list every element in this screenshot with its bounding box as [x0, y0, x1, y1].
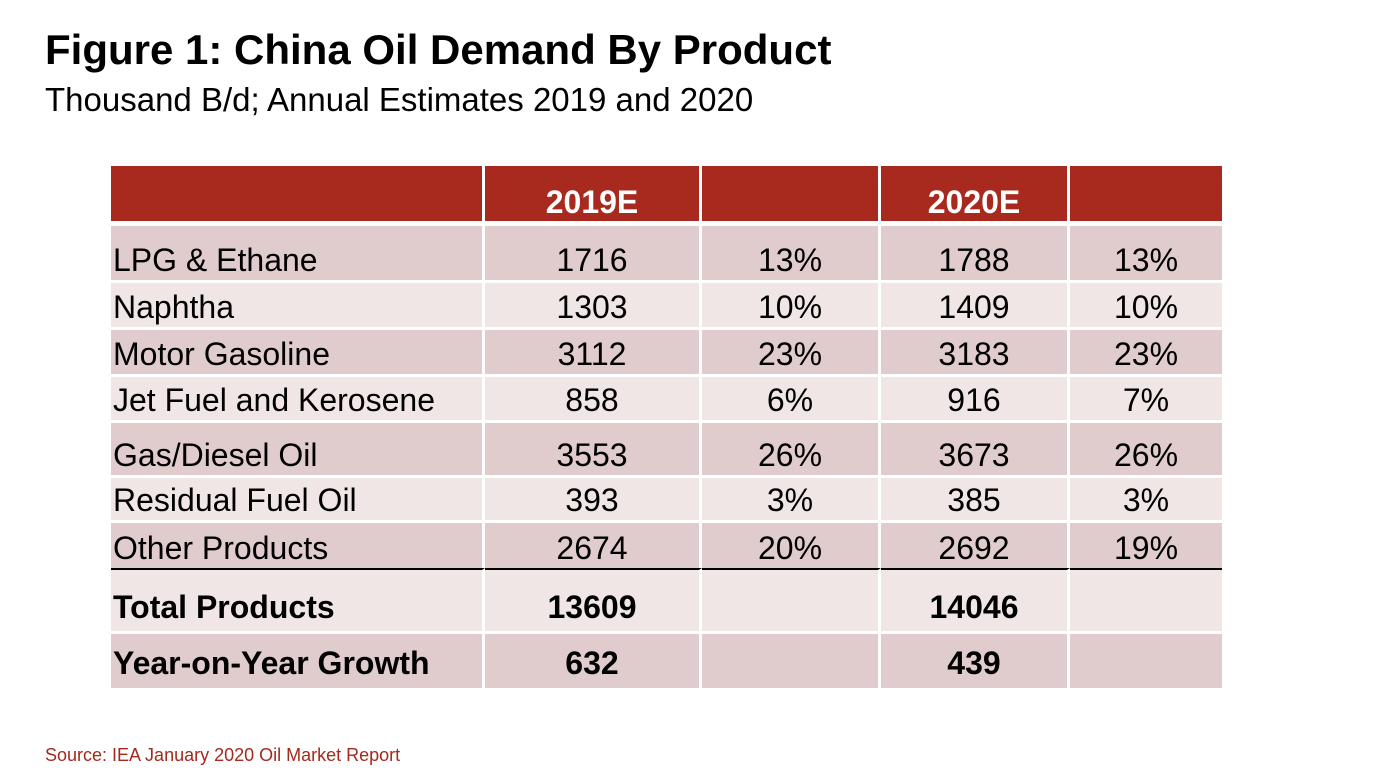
share-2020: 13% [1070, 226, 1222, 283]
product-label: Other Products [111, 523, 485, 568]
value-2020: 1409 [881, 283, 1070, 330]
total-2019: 13609 [485, 568, 702, 634]
figure-title: Figure 1: China Oil Demand By Product [45, 26, 832, 73]
share-2019: 13% [702, 226, 881, 283]
value-2019: 1716 [485, 226, 702, 283]
value-2020: 916 [881, 377, 1070, 423]
share-2020: 7% [1070, 377, 1222, 423]
share-2020: 26% [1070, 423, 1222, 478]
value-2019: 3112 [485, 330, 702, 377]
product-label: Naphtha [111, 283, 485, 330]
share-2019: 23% [702, 330, 881, 377]
value-2020: 1788 [881, 226, 1070, 283]
growth-2019: 632 [485, 634, 702, 688]
total-2020: 14046 [881, 568, 1070, 634]
table-row: Other Products 2674 20% 2692 19% [111, 523, 1222, 568]
share-2019: 10% [702, 283, 881, 330]
value-2020: 2692 [881, 523, 1070, 568]
total-label: Total Products [111, 568, 485, 634]
growth-2020-share [1070, 634, 1222, 688]
value-2019: 2674 [485, 523, 702, 568]
header-cell-2020: 2020E [881, 166, 1070, 226]
table-row: Jet Fuel and Kerosene 858 6% 916 7% [111, 377, 1222, 423]
table-row: Residual Fuel Oil 393 3% 385 3% [111, 478, 1222, 523]
growth-2020: 439 [881, 634, 1070, 688]
product-label: LPG & Ethane [111, 226, 485, 283]
share-2020: 3% [1070, 478, 1222, 523]
table-row: Gas/Diesel Oil 3553 26% 3673 26% [111, 423, 1222, 478]
value-2020: 3183 [881, 330, 1070, 377]
share-2019: 20% [702, 523, 881, 568]
growth-label: Year-on-Year Growth [111, 634, 485, 688]
product-label: Residual Fuel Oil [111, 478, 485, 523]
header-cell-product [111, 166, 485, 226]
oil-demand-table: 2019E 2020E LPG & Ethane 1716 13% 1788 1… [111, 166, 1222, 688]
growth-row: Year-on-Year Growth 632 439 [111, 634, 1222, 688]
value-2020: 385 [881, 478, 1070, 523]
header-cell-2019-share [702, 166, 881, 226]
header-cell-2019: 2019E [485, 166, 702, 226]
total-2020-share [1070, 568, 1222, 634]
total-row: Total Products 13609 14046 [111, 568, 1222, 634]
share-2019: 3% [702, 478, 881, 523]
share-2020: 10% [1070, 283, 1222, 330]
source-note: Source: IEA January 2020 Oil Market Repo… [45, 745, 401, 765]
value-2019: 1303 [485, 283, 702, 330]
share-2020: 19% [1070, 523, 1222, 568]
share-2019: 6% [702, 377, 881, 423]
share-2020: 23% [1070, 330, 1222, 377]
table-row: Naphtha 1303 10% 1409 10% [111, 283, 1222, 330]
total-2019-share [702, 568, 881, 634]
product-label: Gas/Diesel Oil [111, 423, 485, 478]
share-2019: 26% [702, 423, 881, 478]
growth-2019-share [702, 634, 881, 688]
product-label: Jet Fuel and Kerosene [111, 377, 485, 423]
value-2019: 3553 [485, 423, 702, 478]
value-2019: 393 [485, 478, 702, 523]
value-2020: 3673 [881, 423, 1070, 478]
value-2019: 858 [485, 377, 702, 423]
figure-subtitle: Thousand B/d; Annual Estimates 2019 and … [45, 81, 754, 118]
product-label: Motor Gasoline [111, 330, 485, 377]
table-row: LPG & Ethane 1716 13% 1788 13% [111, 226, 1222, 283]
table-header-row: 2019E 2020E [111, 166, 1222, 226]
table-row: Motor Gasoline 3112 23% 3183 23% [111, 330, 1222, 377]
header-cell-2020-share [1070, 166, 1222, 226]
